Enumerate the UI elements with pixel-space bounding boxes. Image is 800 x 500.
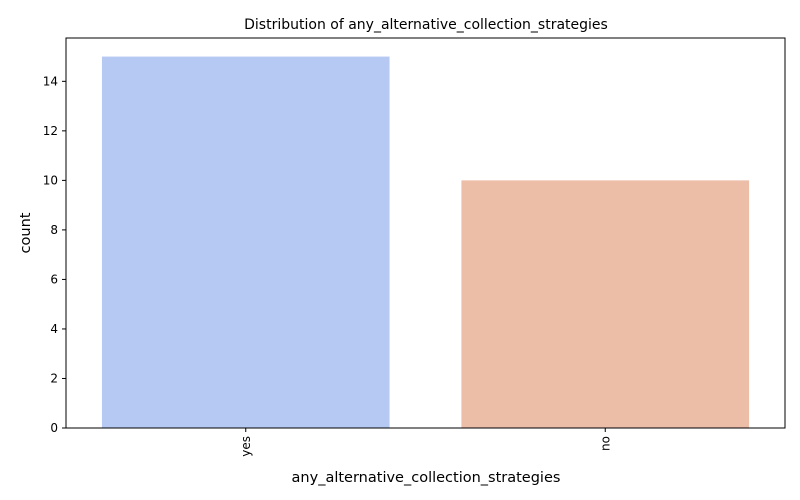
y-tick-label: 0 xyxy=(50,421,58,435)
y-tick-label: 8 xyxy=(50,223,58,237)
y-tick-label: 2 xyxy=(50,371,58,385)
x-axis-label: any_alternative_collection_strategies xyxy=(292,470,561,486)
bars-group xyxy=(101,56,750,428)
y-tick-label: 10 xyxy=(43,173,58,187)
y-axis-ticks: 0 2 4 6 8 10 12 14 xyxy=(43,74,66,435)
y-tick-label: 12 xyxy=(43,124,58,138)
y-tick-label: 6 xyxy=(50,272,58,286)
x-tick-label: yes xyxy=(239,436,253,457)
y-axis-label: count xyxy=(18,212,34,253)
chart-title: Distribution of any_alternative_collecti… xyxy=(244,17,608,33)
plot-frame xyxy=(65,37,786,429)
x-tick-label: no xyxy=(598,436,612,451)
y-tick-label: 14 xyxy=(43,74,58,88)
y-tick-label: 4 xyxy=(50,322,58,336)
bar-no xyxy=(461,180,750,428)
x-axis-ticks: yes no xyxy=(239,428,612,457)
bar-yes xyxy=(101,56,390,428)
